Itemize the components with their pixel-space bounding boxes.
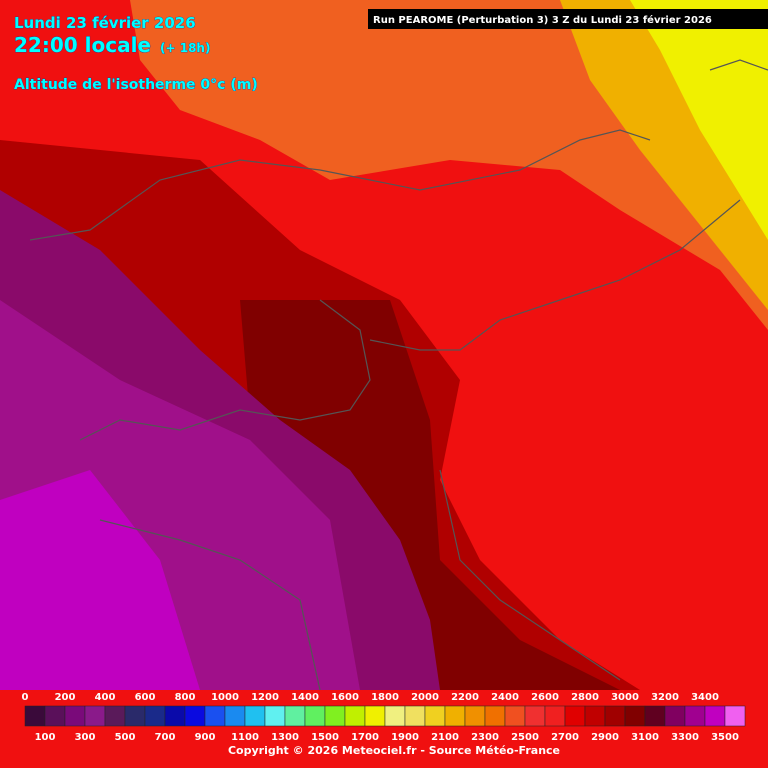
- legend-label: 600: [135, 692, 156, 703]
- legend-label: 2400: [491, 692, 519, 703]
- legend-label: 2100: [431, 732, 459, 743]
- legend-label: 2000: [411, 692, 439, 703]
- parameter: Altitude de l'isotherme 0°c (m): [14, 77, 258, 93]
- legend-label: 300: [75, 732, 96, 743]
- legend-label: 1100: [231, 732, 259, 743]
- legend-label: 2900: [591, 732, 619, 743]
- coastlines: [29, 59, 768, 691]
- legend-swatch: [44, 705, 66, 727]
- field-magenta: [0, 470, 200, 690]
- legend-swatch: [164, 705, 186, 727]
- legend-label: 2800: [571, 692, 599, 703]
- legend-swatch: [484, 705, 506, 727]
- legend-swatch: [284, 705, 306, 727]
- field-maroon: [240, 300, 620, 690]
- legend-swatch: [604, 705, 626, 727]
- legend-label: 700: [155, 732, 176, 743]
- legend-swatch: [504, 705, 526, 727]
- legend-swatch: [104, 705, 126, 727]
- legend-swatch: [264, 705, 286, 727]
- legend-swatch: [644, 705, 666, 727]
- legend-swatch: [544, 705, 566, 727]
- legend-label: 1500: [311, 732, 339, 743]
- legend-swatch: [304, 705, 326, 727]
- legend-swatch: [424, 705, 446, 727]
- legend-label: 1700: [351, 732, 379, 743]
- legend-label: 800: [175, 692, 196, 703]
- copyright: Copyright © 2026 Meteociel.fr - Source M…: [228, 744, 560, 757]
- legend-swatch: [224, 705, 246, 727]
- legend-label: 1400: [291, 692, 319, 703]
- legend-swatch: [384, 705, 406, 727]
- legend-swatch: [184, 705, 206, 727]
- legend-swatch: [524, 705, 546, 727]
- legend-label: 3400: [691, 692, 719, 703]
- legend-swatch: [464, 705, 486, 727]
- legend-label: 2200: [451, 692, 479, 703]
- legend-swatch: [684, 705, 706, 727]
- legend-label: 3100: [631, 732, 659, 743]
- legend-swatch: [624, 705, 646, 727]
- legend-swatch: [124, 705, 146, 727]
- legend-label: 3300: [671, 732, 699, 743]
- field-yellow: [630, 0, 768, 240]
- legend-label: 2700: [551, 732, 579, 743]
- legend-label: 1600: [331, 692, 359, 703]
- legend-swatch: [244, 705, 266, 727]
- legend-swatch: [84, 705, 106, 727]
- legend-swatch: [564, 705, 586, 727]
- legend-label: 1900: [391, 732, 419, 743]
- legend-swatch: [204, 705, 226, 727]
- legend-swatch: [64, 705, 86, 727]
- legend-label: 2600: [531, 692, 559, 703]
- legend-swatch: [364, 705, 386, 727]
- run-info: Run PEAROME (Perturbation 3) 3 Z du Lund…: [373, 14, 712, 26]
- legend-swatch: [664, 705, 686, 727]
- legend-swatch: [324, 705, 346, 727]
- legend-swatch: [144, 705, 166, 727]
- legend-label: 3500: [711, 732, 739, 743]
- legend-label: 0: [22, 692, 29, 703]
- legend-swatch: [584, 705, 606, 727]
- legend-swatch: [344, 705, 366, 727]
- legend-label: 900: [195, 732, 216, 743]
- legend-label: 1000: [211, 692, 239, 703]
- date: Lundi 23 février 2026: [14, 14, 196, 32]
- legend-label: 200: [55, 692, 76, 703]
- legend-label: 1200: [251, 692, 279, 703]
- legend-swatch: [404, 705, 426, 727]
- legend-swatch: [724, 705, 746, 727]
- legend-label: 3000: [611, 692, 639, 703]
- legend-label: 1800: [371, 692, 399, 703]
- legend-label: 100: [35, 732, 56, 743]
- time: 22:00 locale: [14, 33, 151, 57]
- run-banner: [368, 9, 768, 29]
- legend-label: 400: [95, 692, 116, 703]
- legend-swatch: [704, 705, 726, 727]
- legend-label: 1300: [271, 732, 299, 743]
- legend-label: 2300: [471, 732, 499, 743]
- legend-swatch: [444, 705, 466, 727]
- legend-label: 500: [115, 732, 136, 743]
- legend-swatch: [24, 705, 46, 727]
- legend-label: 3200: [651, 692, 679, 703]
- legend-label: 2500: [511, 732, 539, 743]
- lead-time: (+ 18h): [160, 41, 210, 55]
